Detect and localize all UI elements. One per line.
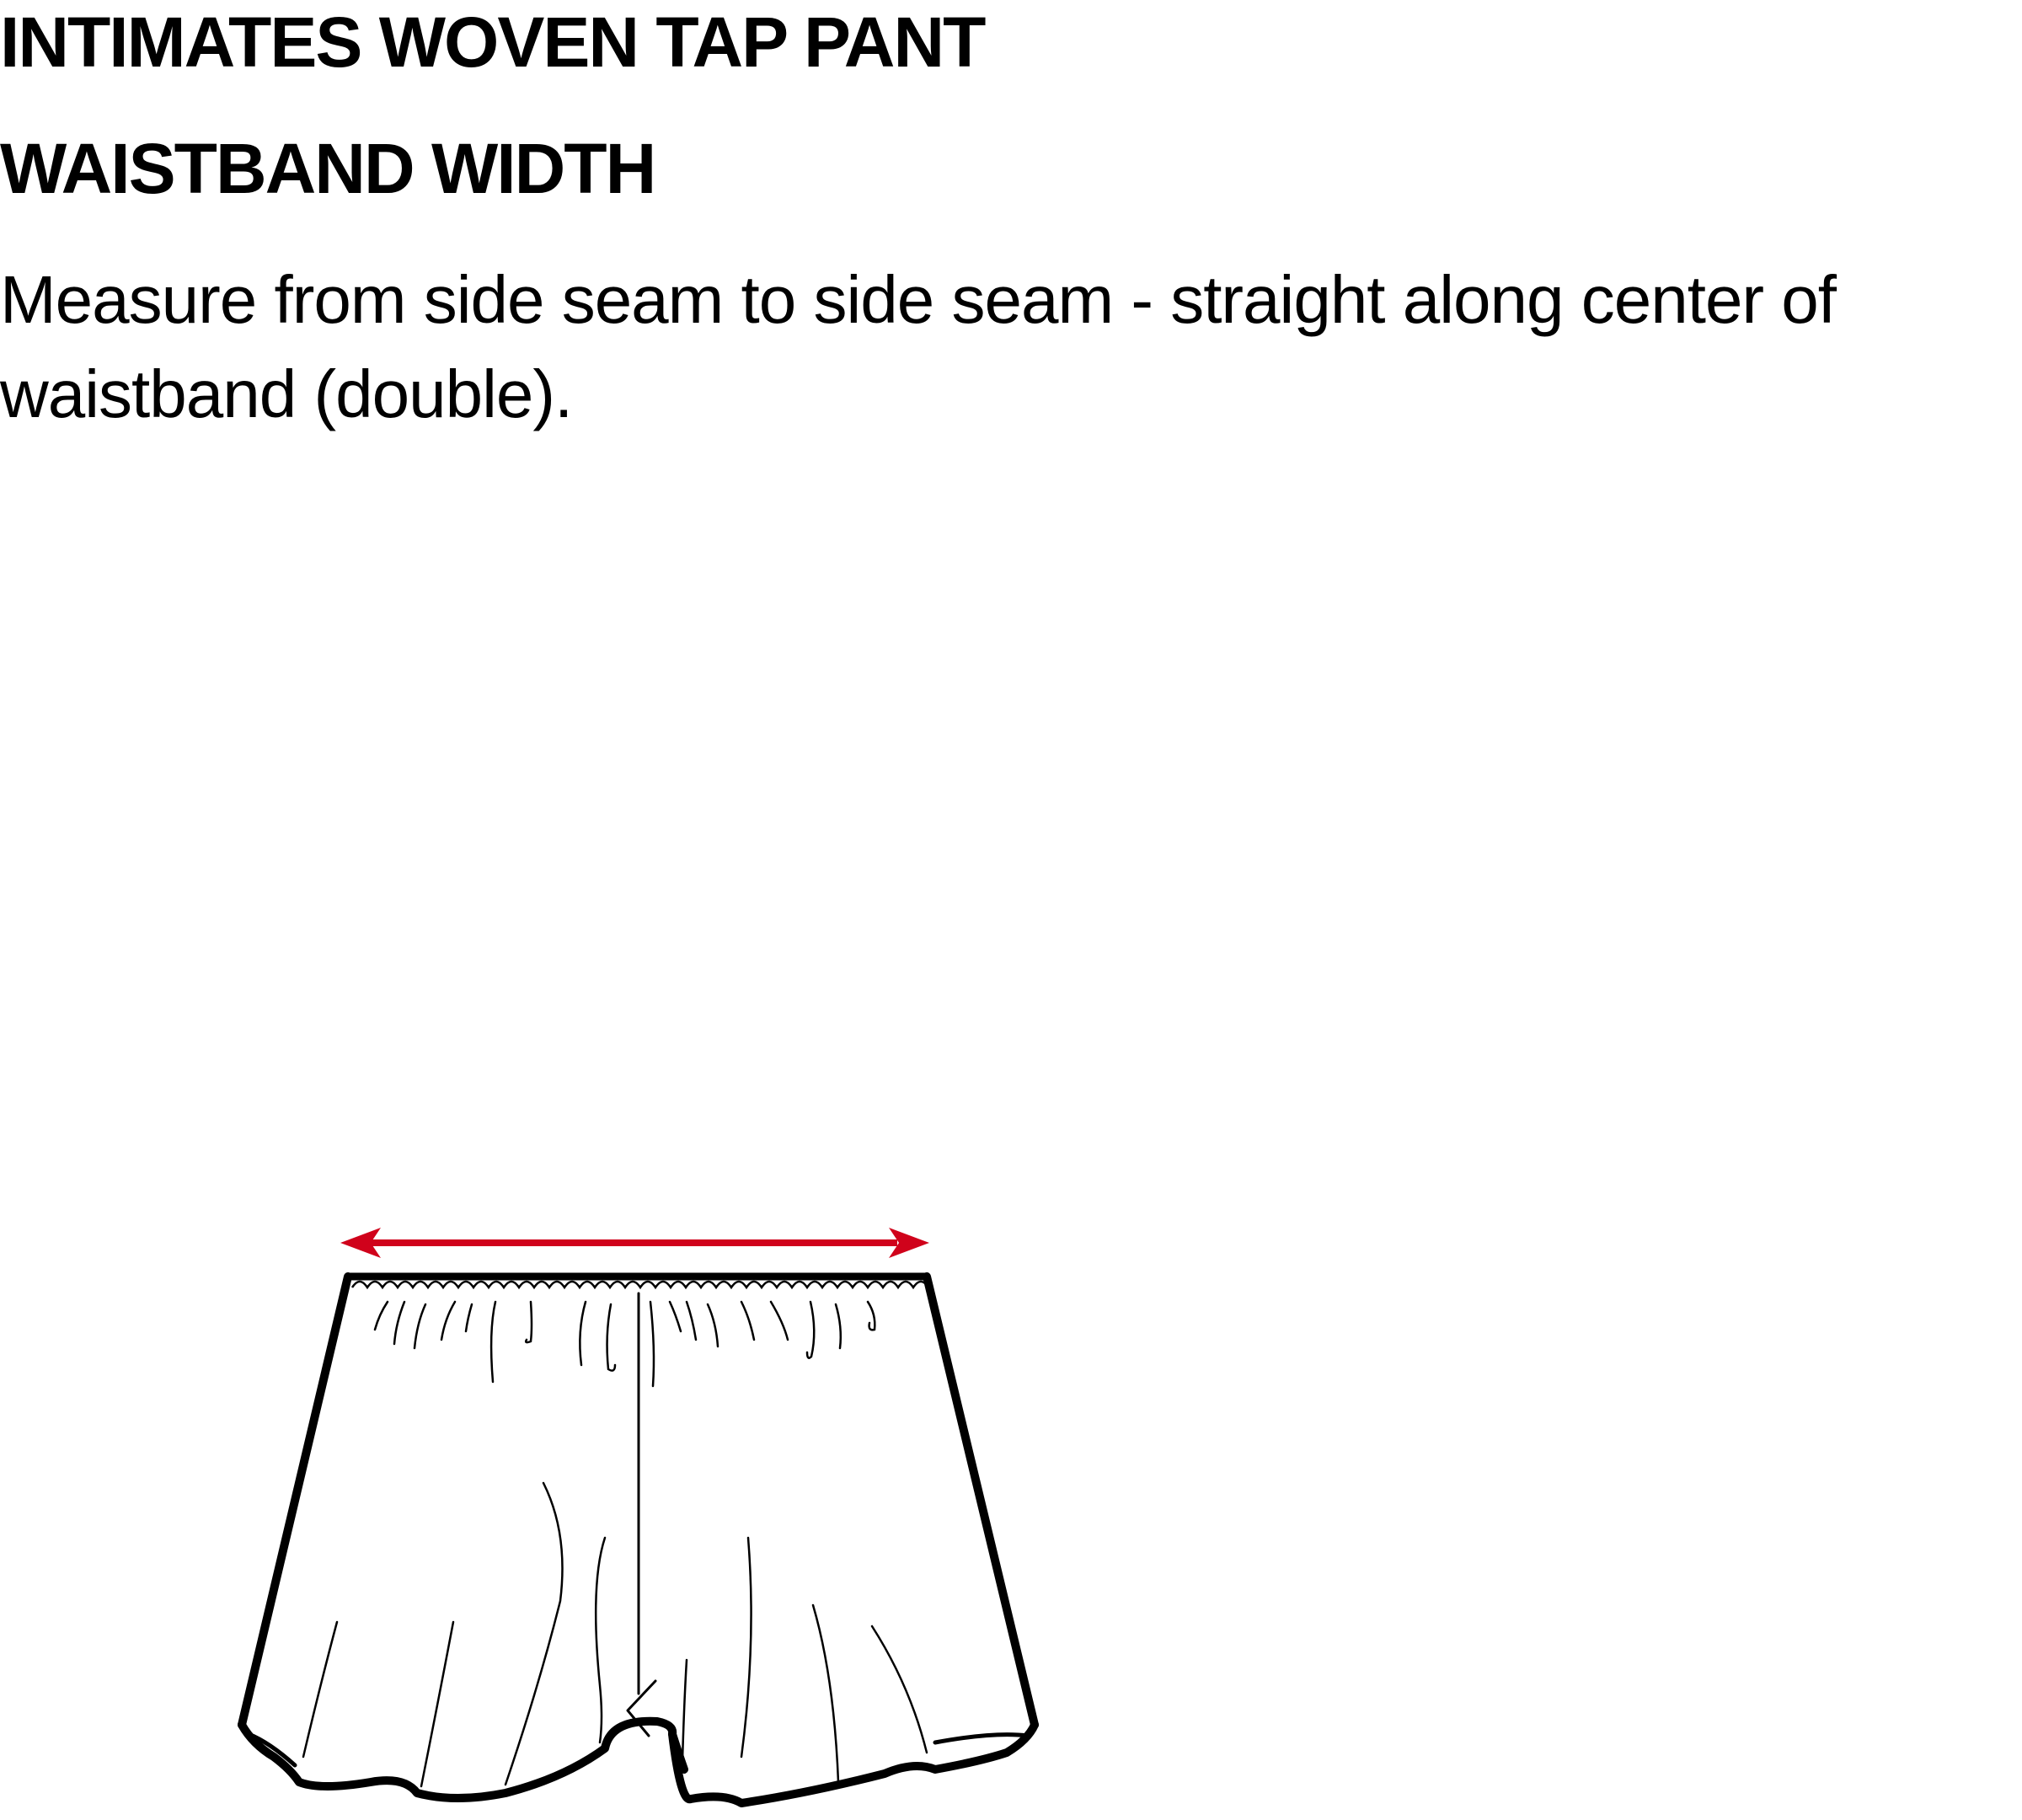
measurement-instructions: Measure from side seam to side seam - st… [0, 262, 1837, 431]
waistband-gathers [373, 1300, 876, 1388]
leg-drape-folds [302, 1481, 928, 1788]
measurement-name: WAISTBAND WIDTH [0, 129, 656, 208]
tap-pant-outline [238, 1272, 1039, 1807]
page-title: INTIMATES WOVEN TAP PANT [0, 3, 986, 82]
waistband-width-arrow [340, 1228, 929, 1258]
waistband-elastic-stitching [350, 1280, 930, 1290]
